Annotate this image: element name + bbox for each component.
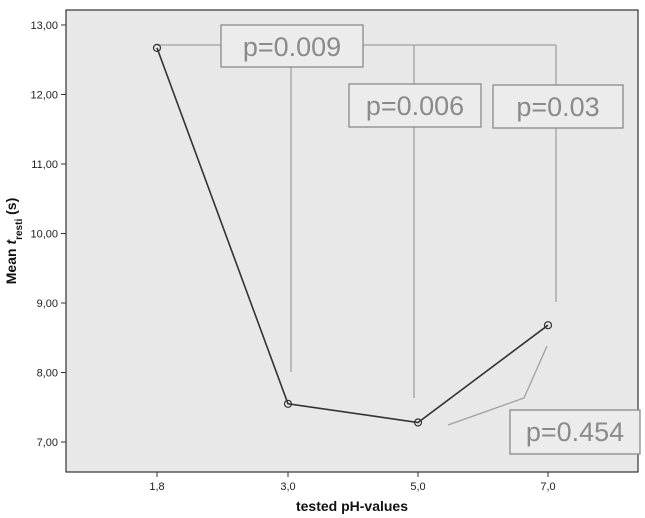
annotation-p0006: p=0.006 xyxy=(348,83,482,128)
y-tick-label: 12,00 xyxy=(30,90,58,102)
y-axis-ticks: 7,00 8,00 9,00 10,00 11,00 12,00 13,00 xyxy=(30,20,66,449)
annotation-label-p003: p=0.03 xyxy=(516,92,599,122)
y-tick-label: 13,00 xyxy=(30,20,58,32)
x-axis-title: tested pH-values xyxy=(296,498,408,514)
y-axis-title: Mean tresti (s) xyxy=(3,198,25,284)
data-point-marker xyxy=(413,418,423,427)
annotation-box-p003 xyxy=(492,84,624,129)
series-line xyxy=(156,47,549,424)
x-tick-label: 7,0 xyxy=(540,481,555,493)
x-axis-ticks: 1,8 3,0 5,0 7,0 xyxy=(149,472,556,493)
y-tick-label: 7,00 xyxy=(37,437,58,449)
y-tick-label: 10,00 xyxy=(30,229,58,241)
annotation-box-p0006 xyxy=(348,83,482,128)
data-point-marker xyxy=(152,43,162,53)
x-tick-label: 5,0 xyxy=(410,481,425,493)
y-tick-label: 9,00 xyxy=(37,298,58,310)
y-axis-title-suffix: (s) xyxy=(3,198,19,219)
annotation-p003: p=0.03 xyxy=(492,84,624,129)
x-tick-label: 1,8 xyxy=(149,481,164,493)
annotation-label-p0454: p=0.454 xyxy=(526,417,624,447)
annotation-p0454: p=0.454 xyxy=(509,409,641,455)
y-tick-label: 11,00 xyxy=(31,159,58,171)
annotation-p0009: p=0.009 xyxy=(220,24,364,68)
y-tick-label: 8,00 xyxy=(37,368,58,380)
x-tick-label: 3,0 xyxy=(280,481,295,493)
annotation-box-p0454 xyxy=(509,409,641,455)
data-points xyxy=(152,43,553,427)
plot-area xyxy=(65,9,639,473)
annotation-label-p0006: p=0.006 xyxy=(366,91,464,121)
y-axis-title-prefix: Mean xyxy=(3,245,19,285)
annotation-label-p0009: p=0.009 xyxy=(243,32,341,62)
data-point-marker xyxy=(543,321,553,330)
bracket-p0454 xyxy=(447,345,548,426)
annotation-box-p0009 xyxy=(220,24,364,68)
y-axis-title-var: t xyxy=(3,239,19,245)
y-axis-title-sub: resti xyxy=(14,219,25,240)
data-point-marker xyxy=(283,399,293,408)
